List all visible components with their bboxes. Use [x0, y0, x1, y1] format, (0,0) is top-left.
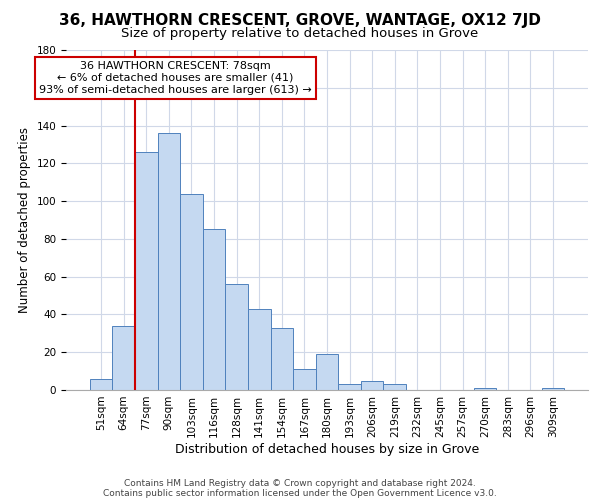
- Bar: [226, 284, 248, 390]
- Bar: [383, 384, 406, 390]
- Bar: [203, 230, 226, 390]
- Bar: [135, 152, 158, 390]
- Bar: [90, 378, 112, 390]
- Bar: [361, 380, 383, 390]
- Bar: [248, 309, 271, 390]
- Bar: [316, 354, 338, 390]
- Bar: [293, 369, 316, 390]
- Bar: [271, 328, 293, 390]
- Bar: [180, 194, 203, 390]
- Y-axis label: Number of detached properties: Number of detached properties: [18, 127, 31, 313]
- Bar: [474, 388, 496, 390]
- Bar: [112, 326, 135, 390]
- X-axis label: Distribution of detached houses by size in Grove: Distribution of detached houses by size …: [175, 442, 479, 456]
- Text: Size of property relative to detached houses in Grove: Size of property relative to detached ho…: [121, 28, 479, 40]
- Bar: [542, 388, 564, 390]
- Bar: [158, 133, 180, 390]
- Bar: [338, 384, 361, 390]
- Text: 36 HAWTHORN CRESCENT: 78sqm
← 6% of detached houses are smaller (41)
93% of semi: 36 HAWTHORN CRESCENT: 78sqm ← 6% of deta…: [39, 62, 312, 94]
- Text: 36, HAWTHORN CRESCENT, GROVE, WANTAGE, OX12 7JD: 36, HAWTHORN CRESCENT, GROVE, WANTAGE, O…: [59, 12, 541, 28]
- Text: Contains HM Land Registry data © Crown copyright and database right 2024.: Contains HM Land Registry data © Crown c…: [124, 478, 476, 488]
- Text: Contains public sector information licensed under the Open Government Licence v3: Contains public sector information licen…: [103, 488, 497, 498]
